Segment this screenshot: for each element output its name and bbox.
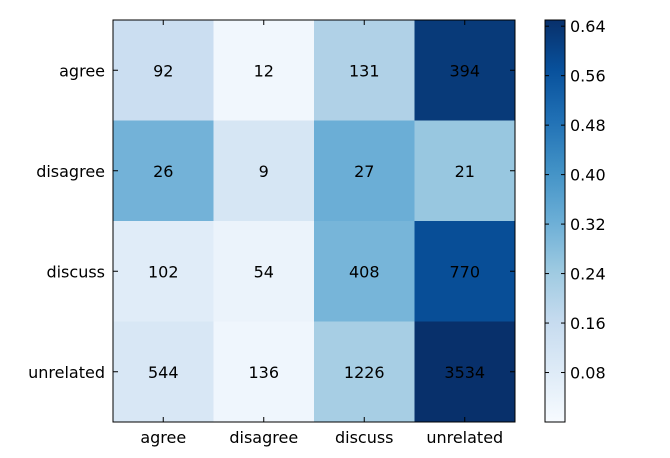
- colorbar-tick-label: 0.40: [570, 166, 606, 185]
- heatmap-cell: [213, 221, 315, 322]
- cell-value-label: 3534: [444, 363, 485, 382]
- cell-value-label: 770: [449, 262, 480, 281]
- heatmap-cell: [414, 20, 516, 121]
- heatmap-cell: [213, 120, 315, 222]
- cell-labels: 92 12 131 394 26 9 27 21 102 54 408 770 544 136 1226 35…: [148, 61, 485, 382]
- plot-frame: [112, 19, 516, 423]
- heatmap-cell: [314, 321, 415, 423]
- cell-value-label: 544: [148, 363, 179, 382]
- cell-value-label: 21: [455, 162, 475, 181]
- colorbar-tick-label: 0.32: [570, 215, 606, 234]
- heatmap-cell: [213, 321, 315, 423]
- y-tick-label: unrelated: [28, 363, 105, 382]
- cell-value-label: 102: [148, 262, 179, 281]
- y-axis: agree disagree discuss unrelated: [28, 61, 515, 382]
- cell-value-label: 408: [349, 262, 380, 281]
- heatmap-cell: [113, 221, 214, 322]
- heatmap-cell: [314, 20, 415, 121]
- x-tick-label: agree: [140, 428, 186, 447]
- colorbar-tick-label: 0.16: [570, 314, 606, 333]
- cell-value-label: 12: [254, 61, 274, 80]
- colorbar-tick-label: 0.48: [570, 116, 606, 135]
- heatmap-cell: [314, 221, 415, 322]
- heatmap-cell: [414, 321, 516, 423]
- x-axis: agree disagree discuss unrelated: [140, 20, 503, 447]
- cell-value-label: 1226: [344, 363, 385, 382]
- heatmap-cell: [314, 120, 415, 222]
- colorbar-tick-label: 0.24: [570, 265, 606, 284]
- heatmap-cells: [113, 20, 516, 423]
- cell-value-label: 394: [449, 61, 480, 80]
- y-tick-label: disagree: [36, 162, 105, 181]
- heatmap-cell: [213, 20, 315, 121]
- heatmap-cell: [113, 20, 214, 121]
- cell-value-label: 54: [254, 262, 274, 281]
- cell-value-label: 26: [153, 162, 173, 181]
- cell-value-label: 9: [259, 162, 269, 181]
- heatmap-cell: [414, 120, 516, 222]
- cell-value-label: 136: [248, 363, 279, 382]
- y-tick-label: agree: [59, 61, 105, 80]
- colorbar-gradient: [544, 19, 566, 423]
- heatmap-cell: [414, 221, 516, 322]
- heatmap-cell: [113, 120, 214, 222]
- x-tick-label: discuss: [335, 428, 394, 447]
- heatmap-cell: [113, 321, 214, 423]
- colorbar: 0.08 0.16 0.24 0.32 0.40 0.48 0.56 0.64: [544, 17, 606, 423]
- colorbar-tick-label: 0.64: [570, 17, 606, 36]
- colorbar-tick-label: 0.08: [570, 364, 606, 383]
- colorbar-ticks: 0.08 0.16 0.24 0.32 0.40 0.48 0.56 0.64: [545, 17, 606, 383]
- cell-value-label: 131: [349, 61, 380, 80]
- cell-value-label: 27: [354, 162, 374, 181]
- y-tick-label: discuss: [46, 262, 105, 281]
- colorbar-tick-label: 0.56: [570, 67, 606, 86]
- cell-value-label: 92: [153, 61, 173, 80]
- x-tick-label: disagree: [229, 428, 298, 447]
- x-tick-label: unrelated: [426, 428, 503, 447]
